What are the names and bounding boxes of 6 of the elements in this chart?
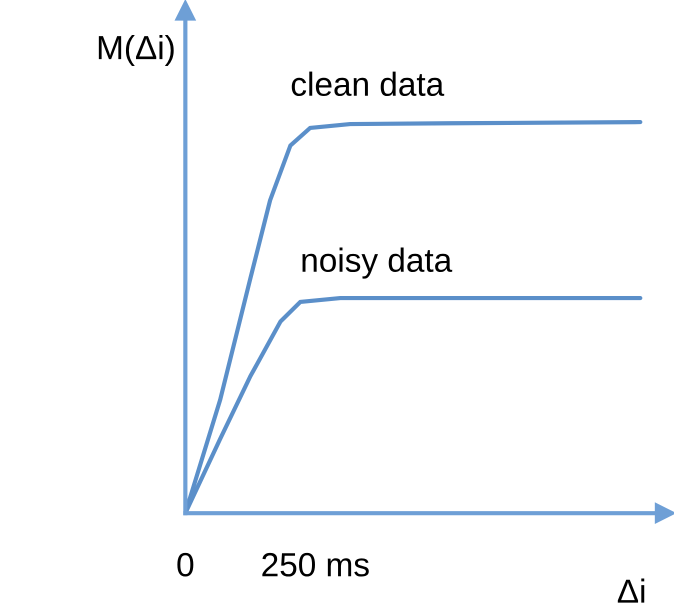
series-label: noisy data: [302, 248, 452, 279]
series-label: clean data: [292, 72, 444, 96]
x-tick-label: 0: [177, 552, 194, 577]
y-axis-title: M(Δi): [98, 34, 174, 66]
x-tick-label: 250 ms: [262, 552, 369, 577]
x-axis-title: Δi: [618, 578, 644, 603]
